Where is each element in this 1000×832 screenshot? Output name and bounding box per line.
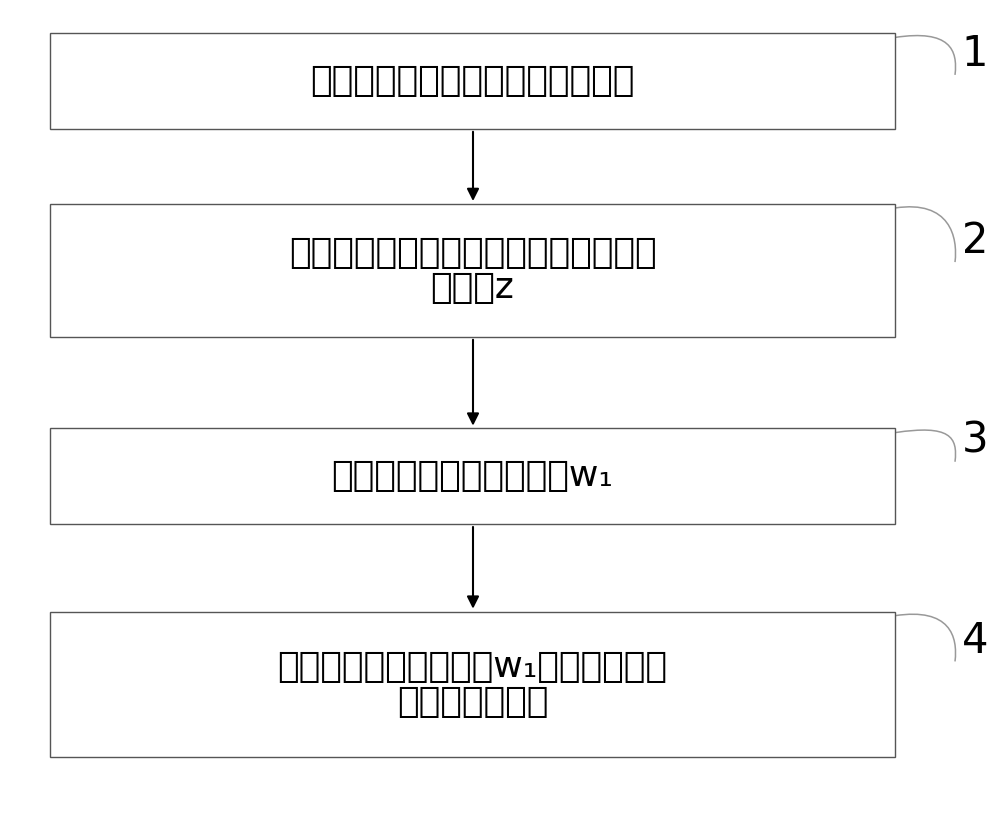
- Text: 1: 1: [962, 33, 988, 75]
- Text: 计算带锂切边宽度设定值w₁: 计算带锂切边宽度设定值w₁: [332, 459, 613, 493]
- Text: 将带锂切边宽度设定值w₁发送至冷轧控: 将带锂切边宽度设定值w₁发送至冷轧控: [278, 650, 668, 684]
- Text: 制装置进行设定: 制装置进行设定: [397, 685, 548, 719]
- Text: 3: 3: [962, 420, 988, 462]
- Text: 展系数z: 展系数z: [431, 271, 514, 305]
- Bar: [50, 428, 895, 524]
- Text: 4: 4: [962, 620, 988, 661]
- Bar: [50, 612, 895, 757]
- Text: 根据带锂宽展系数计算模型计算带锂宽: 根据带锂宽展系数计算模型计算带锂宽: [289, 236, 656, 270]
- Text: 从带锂生产数据包中采集计算数据: 从带锂生产数据包中采集计算数据: [310, 64, 635, 98]
- Text: 2: 2: [962, 220, 988, 262]
- Bar: [50, 204, 895, 337]
- Bar: [50, 33, 895, 129]
